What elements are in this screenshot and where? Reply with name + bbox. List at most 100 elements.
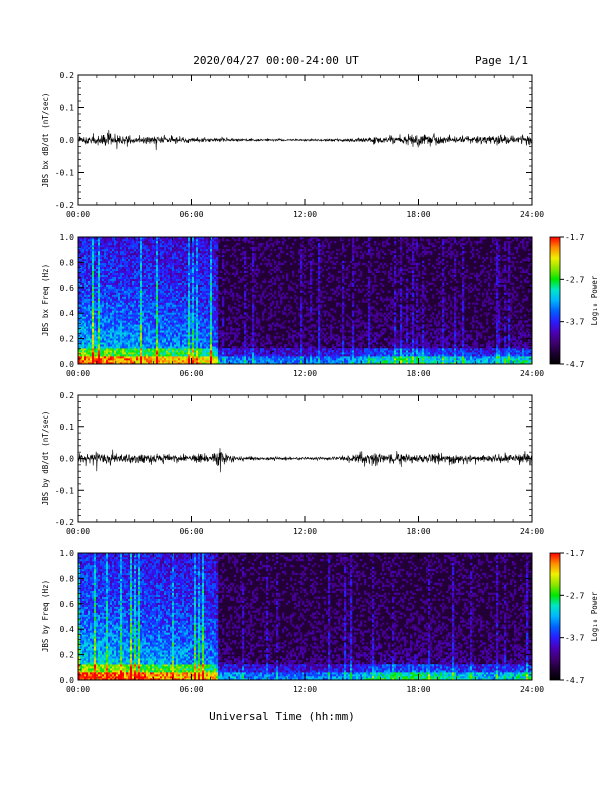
- spectrogram-cell: [102, 270, 105, 274]
- spectrogram-cell: [112, 332, 115, 335]
- spectrogram-cell: [118, 306, 121, 309]
- spectrogram-cell: [84, 362, 87, 365]
- spectrogram-cell: [222, 296, 225, 299]
- spectrogram-cell: [170, 302, 173, 305]
- spectrogram-cell: [138, 354, 141, 357]
- spectrogram-cell: [162, 284, 165, 287]
- spectrogram-cell: [204, 262, 207, 266]
- spectrogram-cell: [156, 254, 159, 258]
- spectrogram-cell: [118, 320, 121, 323]
- spectrogram-cell: [224, 348, 227, 351]
- spectrogram-cell: [122, 320, 125, 323]
- spectrogram-cell: [116, 276, 119, 279]
- spectrogram-cell: [126, 306, 129, 309]
- spectrogram-cell: [116, 258, 119, 262]
- spectrogram-cell: [126, 362, 129, 365]
- spectrogram-cell: [88, 350, 91, 353]
- spectrogram-cell: [164, 316, 167, 319]
- spectrogram-cell: [154, 336, 157, 339]
- spectrogram-cell: [144, 270, 147, 274]
- spectrogram-cell: [80, 304, 83, 307]
- spectrogram-cell: [100, 362, 103, 365]
- spectrogram-cell: [244, 266, 247, 270]
- spectrogram-cell: [198, 270, 201, 274]
- spectrogram-cell: [222, 248, 225, 252]
- spectrogram-cell: [210, 304, 213, 307]
- spectrogram-cell: [100, 310, 103, 313]
- spectrogram-cell: [86, 294, 89, 297]
- spectrogram-cell: [82, 258, 85, 262]
- spectrogram-cell: [168, 362, 171, 365]
- spectrogram-cell: [106, 334, 109, 337]
- spectrogram-cell: [130, 344, 133, 347]
- spectrogram-cell: [106, 328, 109, 331]
- spectrogram-cell: [88, 286, 91, 289]
- spectrogram-cell: [246, 288, 249, 291]
- spectrogram-cell: [146, 282, 149, 285]
- spectrogram-cell: [134, 324, 137, 327]
- y-axis-label: JBS bx dB/dt (nT/sec): [41, 93, 50, 188]
- spectrogram-cell: [204, 284, 207, 287]
- spectrogram-cell: [118, 362, 121, 365]
- spectrogram-cell: [144, 286, 147, 289]
- spectrogram-cell: [138, 266, 141, 270]
- spectrogram-cell: [222, 348, 225, 351]
- spectrogram-cell: [180, 352, 183, 355]
- spectrogram-cell: [152, 300, 155, 303]
- spectrogram-cell: [102, 264, 105, 268]
- spectrogram-cell: [150, 238, 153, 242]
- spectrogram-cell: [80, 292, 83, 295]
- spectrogram-cell: [88, 262, 91, 266]
- spectrogram-cell: [188, 286, 191, 289]
- spectrogram-cell: [214, 302, 217, 305]
- spectrogram-cell: [128, 328, 131, 331]
- spectrogram-cell: [116, 242, 119, 246]
- spectrogram-cell: [112, 260, 115, 264]
- spectrogram-cell: [112, 318, 115, 321]
- spectrogram-cell: [172, 280, 175, 283]
- spectrogram-cell: [170, 348, 173, 351]
- spectrogram-cell: [132, 276, 135, 279]
- spectrogram-cell: [122, 340, 125, 343]
- spectrogram-cell: [196, 308, 199, 311]
- spectrogram-cell: [118, 278, 121, 281]
- spectrogram-cell: [170, 316, 173, 319]
- spectrogram-cell: [154, 360, 157, 363]
- spectrogram-cell: [216, 332, 219, 335]
- spectrogram-cell: [246, 330, 249, 333]
- spectrogram-cell: [100, 332, 103, 335]
- spectrogram-cell: [138, 360, 141, 363]
- spectrogram-cell: [182, 348, 185, 351]
- spectrogram-cell: [122, 300, 125, 303]
- spectrogram-cell: [118, 284, 121, 287]
- spectrogram-cell: [202, 278, 205, 281]
- spectrogram-cell: [206, 284, 209, 287]
- spectrogram-cell: [160, 268, 163, 272]
- spectrogram-cell: [144, 246, 147, 250]
- spectrogram-cell: [160, 354, 163, 357]
- spectrogram-cell: [116, 348, 119, 351]
- spectrogram-cell: [204, 282, 207, 285]
- spectrogram-cell: [212, 356, 215, 359]
- spectrogram-cell: [106, 288, 109, 291]
- spectrogram-cell: [154, 244, 157, 248]
- spectrogram-cell: [140, 340, 143, 343]
- spectrogram-cell: [82, 320, 85, 323]
- spectrogram-cell: [174, 250, 177, 254]
- spectrogram-cell: [244, 262, 247, 266]
- spectrogram-cell: [148, 306, 151, 309]
- spectrogram-cell: [114, 240, 117, 244]
- spectrogram-cell: [122, 294, 125, 297]
- spectrogram-cell: [126, 244, 129, 248]
- spectrogram-cell: [84, 264, 87, 268]
- spectrogram-cell: [92, 306, 95, 309]
- spectrogram-cell: [142, 304, 145, 307]
- spectrogram-cell: [98, 300, 101, 303]
- spectrogram-cell: [180, 354, 183, 357]
- spectrogram-cell: [88, 276, 91, 279]
- spectrogram-cell: [188, 254, 191, 258]
- spectrogram-cell: [192, 250, 195, 254]
- spectrogram-cell: [96, 332, 99, 335]
- spectrogram-cell: [178, 262, 181, 266]
- spectrogram-cell: [120, 268, 123, 272]
